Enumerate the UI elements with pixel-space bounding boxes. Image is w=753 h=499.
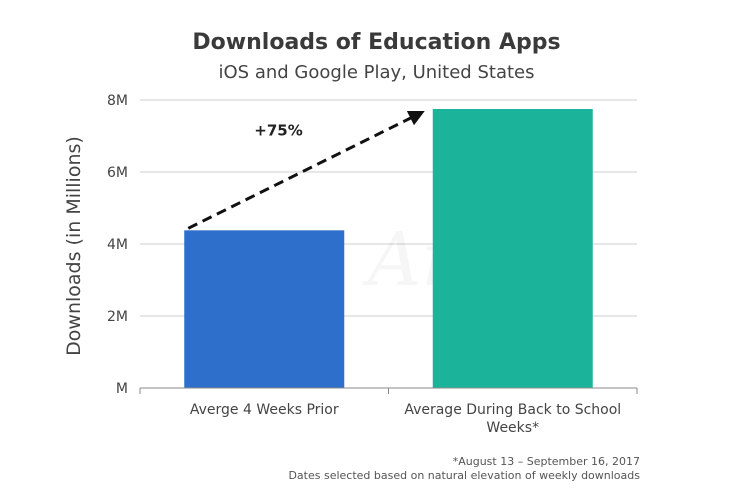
y-tick-label: 2M	[107, 309, 128, 325]
growth-arrow-head	[406, 110, 425, 126]
y-tick-label: M	[116, 381, 128, 397]
footnote-selection: Dates selected based on natural elevatio…	[288, 469, 640, 482]
x-tick-label: Weeks*	[486, 420, 539, 436]
bar	[184, 230, 345, 388]
growth-annotation: +75%	[254, 122, 302, 140]
chart-title: Downloads of Education Apps	[192, 30, 561, 55]
x-tick-label: Averge 4 Weeks Prior	[190, 402, 339, 418]
footnote-dates: *August 13 – September 16, 2017	[452, 455, 640, 468]
y-tick-label: 4M	[107, 237, 128, 253]
y-axis-label: Downloads (in Millions)	[63, 136, 85, 356]
chart-subtitle: iOS and Google Play, United States	[218, 62, 535, 83]
growth-arrow-line	[187, 113, 418, 230]
bar	[432, 109, 593, 388]
y-tick-label: 8M	[107, 93, 128, 109]
y-tick-label: 6M	[107, 165, 128, 181]
x-tick-label: Average During Back to School	[404, 402, 621, 418]
